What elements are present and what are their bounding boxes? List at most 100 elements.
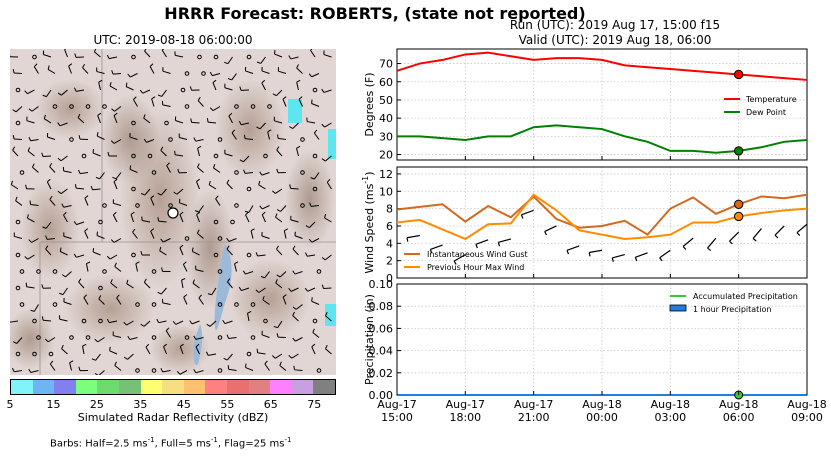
colorbar-tick-label: 75 [307,398,322,411]
wind-barb-shaft [130,73,138,78]
wind-barb-feather [311,297,313,302]
wind-barb [498,238,512,243]
wind-barb-shaft [165,330,171,338]
wind-barb-shaft [323,89,332,93]
wind-barb-feather [27,147,31,152]
x-tick-label: 15:00 [381,411,413,424]
calm-wind-marker [213,252,219,258]
wind-barb-shaft [261,214,266,223]
wind-barb-feather [196,178,200,182]
wind-barb-feather [227,278,231,283]
figure-title: HRRR Forecast: ROBERTS, (state not repor… [164,4,586,23]
wind-barb-shaft [277,320,283,328]
wind-barb-feather [275,279,278,284]
colorbar-segment [291,380,314,394]
calm-wind-marker [98,219,103,225]
calm-wind-marker [234,170,239,175]
wind-barb-feather [114,262,117,267]
wind-barb-feather [197,145,202,149]
wind-barb-shaft [258,287,266,293]
wind-barb-feather [189,86,192,91]
wind-barb-shaft [96,71,105,74]
wind-barb-feather [261,211,266,216]
wind-barb-shaft [78,281,85,289]
wind-barb-feather [288,355,293,359]
wind-barb-shaft [60,188,68,195]
wind-barb-shaft [296,148,299,157]
calm-wind-marker [213,153,219,159]
calm-wind-marker [19,269,25,274]
wind-barb-feather [183,294,188,298]
wind-barb-shaft [27,89,35,95]
wind-barb-feather [282,294,287,298]
wind-barb-shaft [26,286,35,289]
wind-barb-feather [729,240,733,245]
wind-barb-shaft [26,120,35,124]
wind-barb-shaft [113,181,118,190]
wind-barb-feather [305,252,308,257]
wind-barb-feather [179,244,184,249]
wind-barb-shaft [63,301,72,305]
wind-barb-feather [28,239,32,243]
wind-barb [659,249,671,259]
wind-barb-feather [634,257,638,262]
wind-barb-feather [774,234,779,239]
wind-barb-feather [193,137,197,142]
wind-barb-shaft [183,297,188,305]
wind-barb-shaft [196,181,200,190]
wind-barb [774,225,785,236]
wind-barb-shaft [109,56,118,60]
wind-barb-shaft [132,231,138,239]
calm-wind-marker [316,368,322,373]
wind-barb-shaft [160,149,167,157]
wind-barb-shaft [161,89,167,97]
wind-barb-feather [12,367,15,372]
calm-wind-marker [52,302,58,307]
wind-barb-feather [288,55,292,60]
wind-barb-shaft [276,89,283,97]
wind-barb-shaft [261,70,270,74]
wind-barb-feather [193,335,197,340]
calm-wind-marker [217,269,223,274]
wind-barb-feather [49,162,53,167]
calm-wind-marker [85,104,91,109]
wind-barb-shaft [113,335,122,338]
wind-barb-shaft [27,150,35,157]
wind-barb-feather [49,195,53,200]
wind-barb-feather [113,112,118,116]
wind-barb-shaft [76,254,85,258]
wind-barb-feather [139,89,144,94]
wind-barb-feather [190,118,193,123]
wind-barb-feather [311,343,316,348]
wind-barb-feather [566,250,570,255]
wind-barb-shaft [113,238,122,243]
wind-barb-shaft [49,199,56,206]
wind-barb-feather [24,90,28,95]
wind-barb-feather [544,231,547,236]
wind-barb-shaft [158,220,167,223]
wind-barb-feather [127,73,131,78]
wind-barb-feather [296,79,301,83]
wind-barb-shaft [76,89,85,92]
wind-barb-shaft [191,121,200,124]
wind-barb-feather [106,318,110,323]
wind-barb-feather [143,138,147,143]
wind-barb-shaft [82,67,89,74]
wind-barb-shaft [195,346,200,355]
wind-barbs [10,49,332,375]
wind-barb-feather [181,277,186,281]
colorbar-tick-label: 55 [220,398,235,411]
wind-barb-feather [125,82,128,87]
wind-barb-shaft [278,70,287,74]
wind-barb-feather [143,278,147,283]
wind-barb-shaft [248,205,254,213]
wind-barb-feather [28,108,33,112]
wind-barb-shaft [307,287,316,292]
wind-barb-shaft [60,251,68,256]
wind-barb-feather [106,255,111,260]
wind-barb-feather [256,61,261,64]
wind-barb-feather [59,292,64,296]
wind-barb-feather [98,79,103,83]
wind-barb-feather [157,291,162,295]
wind-barb-shaft [95,353,101,361]
